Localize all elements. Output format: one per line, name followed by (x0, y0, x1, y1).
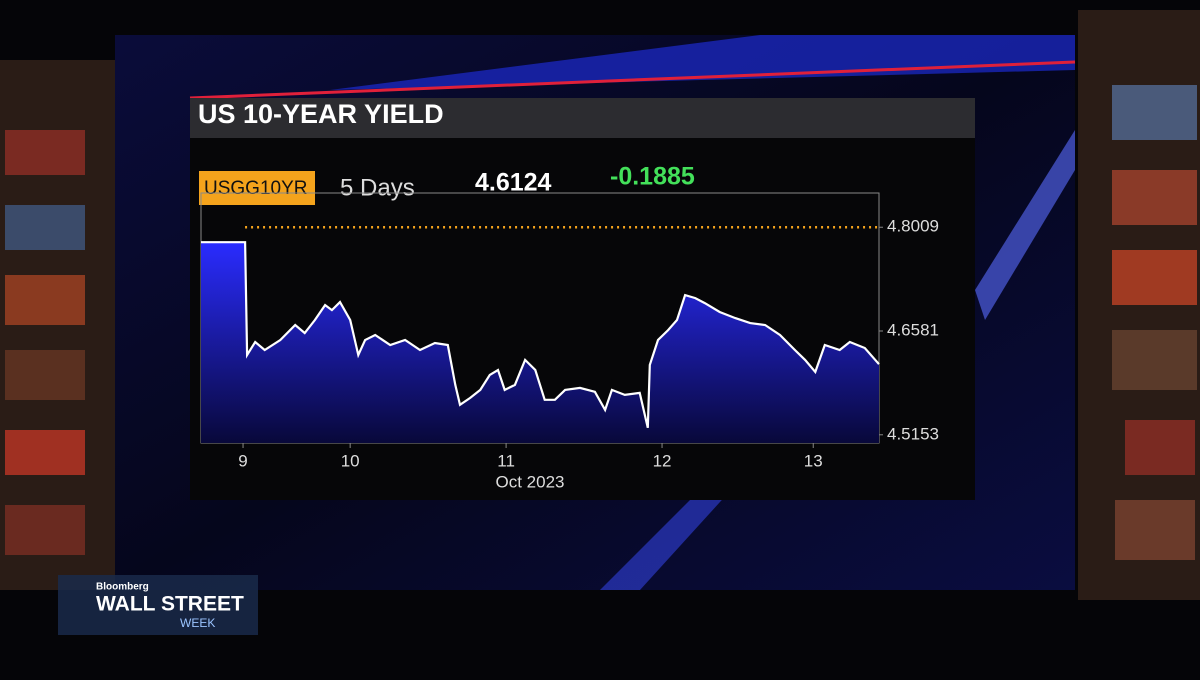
books (5, 85, 1197, 560)
show-name: WALL STREET (96, 593, 244, 616)
title-bar (190, 98, 975, 138)
period: 5 Days (340, 174, 415, 201)
last-price: 4.6124 (475, 169, 552, 197)
logo-box (58, 575, 258, 635)
area (201, 242, 879, 443)
change: -0.1885 (610, 163, 695, 191)
streak (330, 35, 1075, 90)
x-axis-label: Oct 2023 (496, 472, 565, 491)
x-tick-label: 9 (238, 451, 247, 470)
x-tick-label: 11 (497, 451, 515, 470)
y-tick-label: 4.5153 (887, 424, 939, 443)
y-tick-label: 4.8009 (887, 217, 939, 236)
streak (975, 130, 1075, 320)
show-sub: WEEK (180, 616, 215, 630)
ticker: USGG10YR (204, 178, 307, 199)
chart-title: US 10-YEAR YIELD (198, 99, 444, 129)
accent-line (189, 60, 1076, 100)
y-tick-label: 4.6581 (887, 320, 939, 339)
ticker-badge (199, 171, 315, 205)
line (201, 241, 880, 429)
brand: Bloomberg (96, 582, 149, 593)
x-tick-label: 12 (653, 451, 672, 470)
x-tick-label: 10 (341, 451, 360, 470)
x-tick-label: 13 (804, 451, 823, 470)
